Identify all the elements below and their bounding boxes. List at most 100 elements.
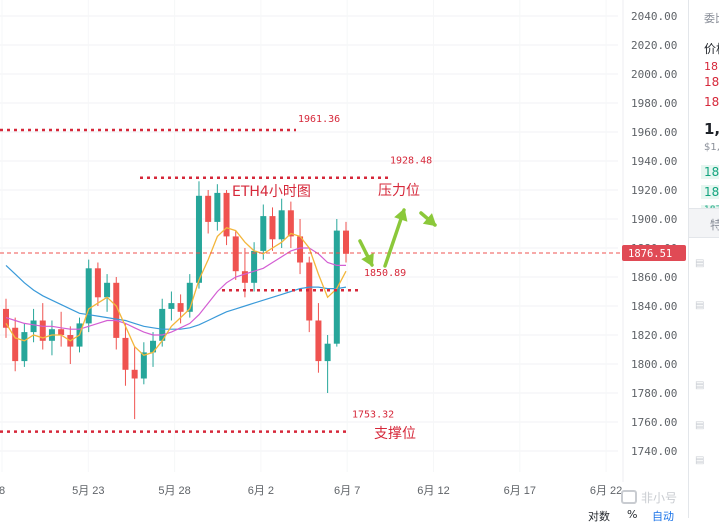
candle-body [159, 308, 166, 341]
candle-body [333, 230, 340, 344]
y-tick-label: 1840.00 [631, 300, 677, 313]
candle-body [168, 303, 175, 309]
x-tick-label: 6月 2 [248, 485, 274, 497]
y-tick-label: 2000.00 [631, 68, 677, 81]
candle-body [131, 369, 138, 379]
ma-mid-line [5, 247, 346, 336]
candle-body [205, 195, 212, 222]
side-header-label: 委比 [704, 12, 719, 25]
order-book-panel: 委比 价格 18 187 187 1, $1, 187 187 187 特 ▤ … [688, 0, 719, 518]
current-price-tag: 1876.51 [622, 245, 686, 262]
candle-body [150, 340, 157, 353]
bid-row-2[interactable]: 187 [701, 185, 719, 199]
chart-grid [0, 15, 618, 452]
arrow-down [358, 239, 374, 267]
y-tick-label: 1960.00 [631, 126, 677, 139]
resistance-label: 压力位 [378, 183, 420, 199]
chart-title: ETH4小时图 [232, 184, 311, 200]
level-1928-label: 1928.48 [390, 156, 432, 167]
candle-body [260, 216, 267, 251]
side-tab-strip[interactable]: 特 [689, 208, 719, 238]
arrow-down-head [361, 252, 374, 267]
candle-body [195, 195, 202, 283]
candle-body [269, 216, 276, 240]
x-tick-label: 6月 17 [504, 485, 536, 497]
candle-body [12, 327, 19, 362]
y-tick-label: 1920.00 [631, 184, 677, 197]
candle-body [30, 320, 37, 333]
side-tab-label[interactable]: 特 [710, 216, 719, 233]
y-tick-label: 1800.00 [631, 358, 677, 371]
candle-body [315, 320, 322, 362]
y-tick-label: 1780.00 [631, 387, 677, 400]
arrow-right-down [419, 211, 437, 227]
side-icon-2: ▤ [695, 300, 705, 311]
candle-body [21, 332, 28, 362]
x-tick-label: 6月 7 [334, 485, 360, 497]
x-tick-label: 6月 22 [590, 485, 622, 497]
y-axis: 1740.00 1760.00 1780.00 1800.00 1820.00 1840.… [622, 0, 677, 482]
y-tick-label: 2040.00 [631, 10, 677, 23]
moving-average-lines [5, 226, 347, 357]
candle-body [122, 337, 129, 370]
candle-body [232, 236, 239, 272]
current-price-value: 1876.51 [628, 248, 672, 260]
level-1850-label: 1850.89 [364, 268, 406, 279]
candle-body [214, 192, 221, 222]
arrows-layer [358, 208, 437, 268]
ma-long-line [5, 264, 347, 330]
last-price-usd: $1, [704, 142, 719, 153]
y-tick-label: 1900.00 [631, 213, 677, 226]
side-price-col-label: 价格 [704, 42, 719, 56]
candle-body [3, 308, 9, 328]
candle-body [140, 352, 147, 379]
candle-body [241, 271, 248, 283]
log-scale-toggle[interactable]: 对数 [588, 510, 610, 523]
candle-body [113, 282, 120, 338]
candle-body [85, 268, 92, 324]
arrow-right-down-head [422, 213, 437, 227]
x-tick-label: 6月 12 [417, 485, 449, 497]
support-label: 支撑位 [374, 426, 416, 442]
y-tick-label: 1820.00 [631, 329, 677, 342]
current-price-tag-bg [622, 245, 686, 262]
y-tick-label: 1940.00 [631, 155, 677, 168]
x-tick-label: 5月 28 [158, 485, 190, 497]
levels-layer: 1961.36 1928.48 1850.89 1753.32 [0, 114, 622, 433]
y-tick-label: 2020.00 [631, 39, 677, 52]
y-tick-label: 1760.00 [631, 416, 677, 429]
y-tick-label: 1860.00 [631, 271, 677, 284]
candle-body [297, 236, 304, 263]
candle-body [343, 230, 349, 254]
auto-scale-toggle[interactable]: 自动 [652, 510, 674, 523]
candle-body [58, 329, 65, 335]
percent-scale-toggle[interactable]: % [627, 508, 638, 521]
watermark-logo-icon [621, 490, 637, 504]
watermark-text: 非小号 [641, 490, 678, 505]
candle-body [104, 282, 111, 298]
ask-row-2[interactable]: 187 [704, 75, 719, 89]
candle-body [223, 192, 230, 237]
bid-row-1[interactable]: 187 [701, 165, 719, 179]
side-icon-5: ▤ [695, 455, 705, 466]
candle-body [306, 262, 313, 321]
candles-layer [3, 181, 349, 420]
annotations-layer: ETH4小时图 压力位 支撑位 [232, 183, 420, 442]
candle-body [287, 210, 294, 237]
ask-row-1[interactable]: 18 [704, 60, 718, 73]
candle-body [324, 343, 331, 362]
side-icon-1: ▤ [695, 258, 705, 269]
price-chart[interactable]: 1961.36 1928.48 1850.89 1753.32 1740.00 1760… [0, 0, 688, 518]
level-1961-label: 1961.36 [298, 114, 340, 125]
watermark: 非小号 [621, 487, 711, 507]
x-axis: 8 5月 23 5月 28 6月 2 6月 7 6月 12 6月 17 6月 22 [0, 485, 622, 497]
y-tick-label: 1740.00 [631, 445, 677, 458]
arrow-up-head [394, 208, 408, 222]
ask-row-3[interactable]: 187 [704, 95, 719, 109]
level-1753-label: 1753.32 [352, 410, 394, 421]
x-tick-label: 8 [0, 485, 5, 497]
arrow-up [383, 208, 408, 268]
candle-body [39, 320, 46, 341]
candle-body [177, 303, 184, 312]
candle-body [94, 268, 101, 298]
